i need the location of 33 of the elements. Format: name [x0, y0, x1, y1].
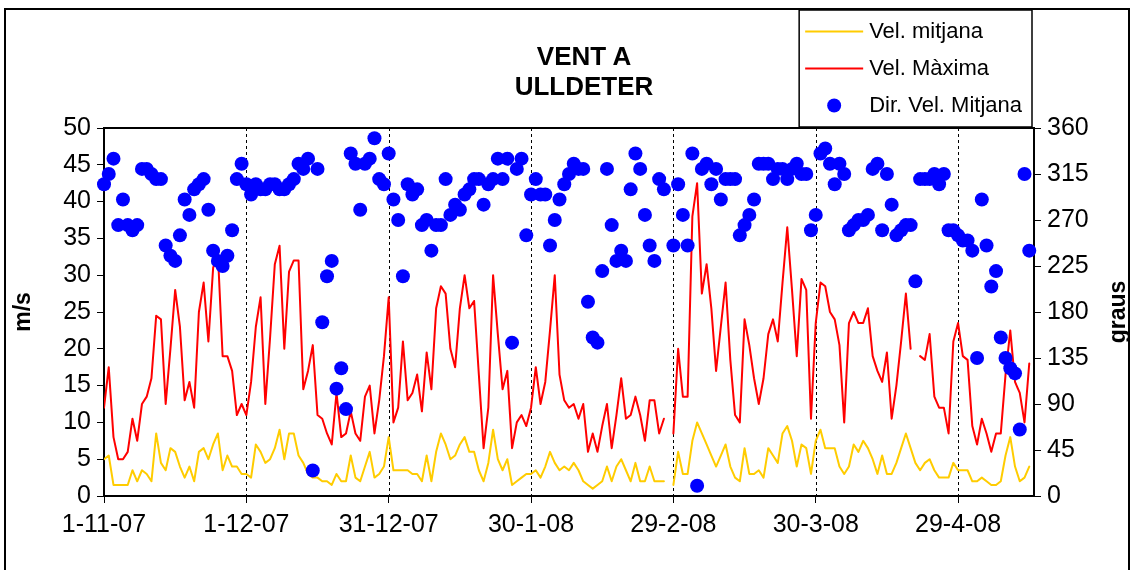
- y2-tick-label: 315: [1047, 157, 1089, 186]
- y2-tick-label: 270: [1047, 203, 1089, 232]
- y-axis-title: m/s: [9, 292, 36, 332]
- y-tick-label: 15: [63, 369, 91, 398]
- y2-tick-label: 225: [1047, 249, 1089, 278]
- y-tick-label: 45: [63, 148, 91, 177]
- y-tick-label: 20: [63, 332, 91, 361]
- legend-label: Vel. mitjana: [869, 17, 984, 43]
- y-tick-label: 25: [63, 295, 91, 324]
- y2-tick-label: 90: [1047, 387, 1075, 416]
- y2-tick-label: 180: [1047, 295, 1089, 324]
- x-tick-label: 1-11-07: [61, 508, 147, 537]
- legend-label: Dir. Vel. Mitjana: [869, 91, 1023, 117]
- y-tick-label: 10: [63, 406, 91, 435]
- x-tick-label: 30-1-08: [487, 508, 575, 537]
- y2-tick-label: 360: [1047, 111, 1089, 140]
- y2-axis-title: graus: [1104, 280, 1131, 344]
- y-tick-label: 5: [77, 443, 91, 472]
- y-tick-label: 35: [63, 222, 91, 251]
- y2-tick-label: 45: [1047, 433, 1075, 462]
- x-tick-label: 30-3-08: [772, 508, 859, 537]
- y-tick-label: 0: [77, 479, 91, 508]
- x-tick-label: 29-2-08: [630, 508, 717, 537]
- y-tick-label: 40: [63, 185, 91, 214]
- legend-label: Vel. Màxima: [869, 54, 990, 80]
- y-tick-label: 50: [63, 111, 91, 140]
- y-tick-label: 30: [63, 259, 91, 288]
- x-tick-label: 29-4-08: [915, 508, 1002, 537]
- y2-tick-label: 135: [1047, 341, 1089, 370]
- chart-title: VENT A ULLDETER: [514, 41, 654, 102]
- y2-tick-label: 0: [1047, 479, 1061, 508]
- x-tick-label: 1-12-07: [203, 508, 290, 537]
- x-tick-label: 31-12-07: [338, 508, 439, 537]
